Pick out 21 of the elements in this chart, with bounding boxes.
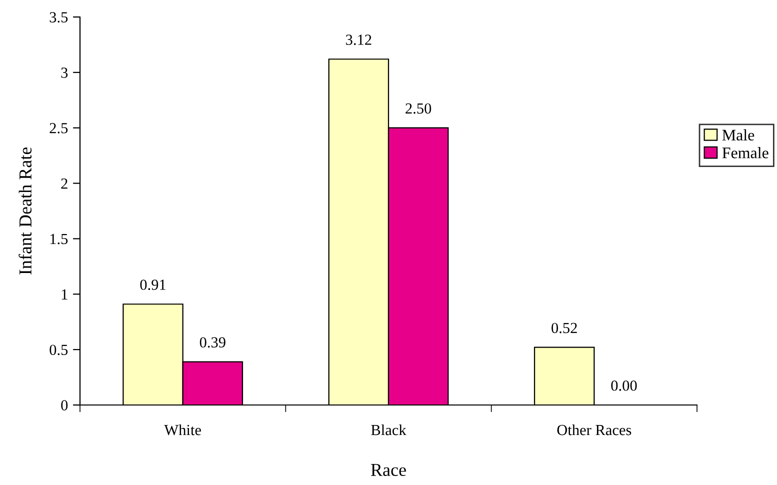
data-label: 0.91	[140, 280, 166, 290]
data-label: 0.52	[552, 322, 577, 334]
x-tick-label: White	[164, 424, 201, 436]
legend-label: Male	[722, 129, 754, 141]
y-tick-label: 1	[62, 289, 68, 300]
legend-label: Female	[722, 147, 768, 158]
y-axis-title: Infant Death Rate	[18, 147, 32, 275]
data-label: 0.00	[611, 380, 637, 391]
y-tick-label: 0	[61, 400, 68, 410]
y-tick-label: 2	[61, 178, 68, 189]
x-tick-label: Black	[371, 424, 406, 436]
y-tick-label: 3	[61, 68, 68, 78]
y-tick-label: 2.5	[50, 123, 68, 134]
y-tick-label: 1.5	[50, 234, 68, 244]
y-tick-label: 3.5	[50, 12, 68, 23]
data-label: 0.39	[200, 337, 226, 348]
data-label: 2.50	[406, 103, 432, 114]
x-axis-title: Race	[370, 464, 406, 476]
y-tick-label: 0.5	[50, 344, 68, 356]
x-tick-label: Other Races	[557, 424, 632, 436]
data-label: 3.12	[346, 34, 372, 45]
